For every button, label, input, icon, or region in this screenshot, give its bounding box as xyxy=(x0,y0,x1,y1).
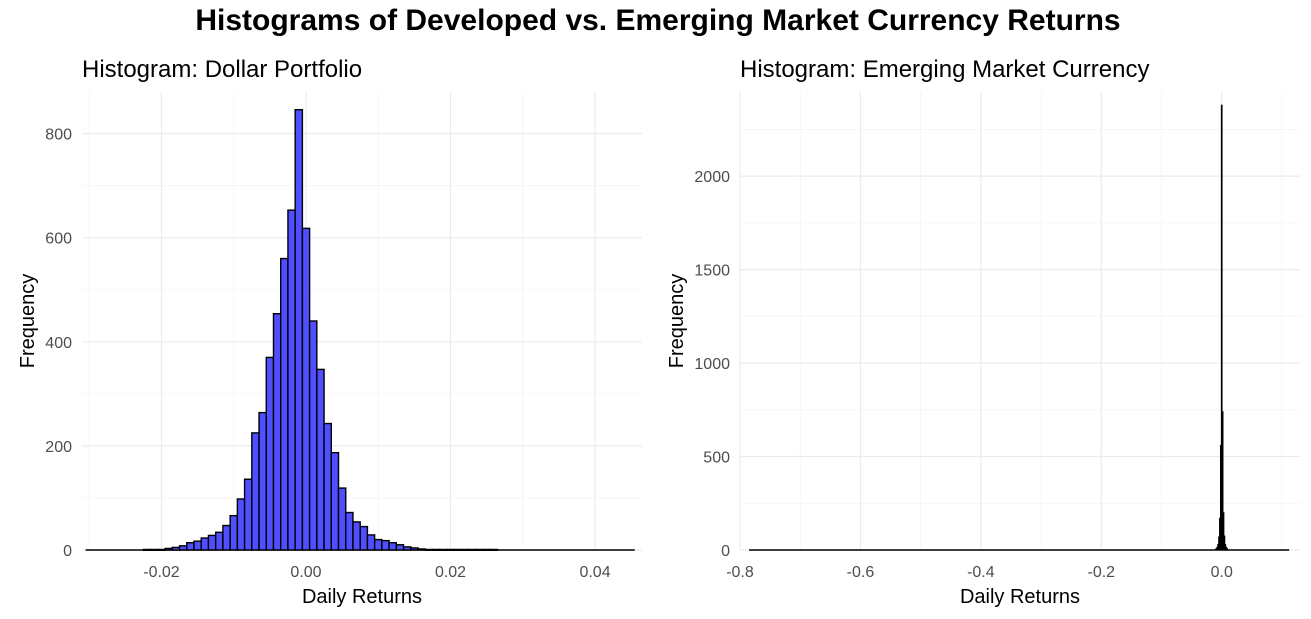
dollar-portfolio-histogram-bar xyxy=(482,548,491,551)
emerging-market-histogram-bar xyxy=(1221,411,1224,551)
dollar-portfolio-histogram-bar xyxy=(207,534,217,551)
dollar-portfolio-y-tick-label: 200 xyxy=(45,439,72,456)
emerging-market-y-tick-label: 0 xyxy=(721,543,730,560)
emerging-market-x-axis-title: Daily Returns xyxy=(960,586,1080,608)
dollar-portfolio-histogram-bar xyxy=(438,548,448,551)
dollar-portfolio-histogram-bar xyxy=(316,368,325,551)
dollar-portfolio-title: Histogram: Dollar Portfolio xyxy=(82,56,362,83)
emerging-market-histogram-bar xyxy=(1220,104,1223,551)
emerging-market-y-tick-label: 2000 xyxy=(694,169,730,186)
dollar-portfolio-grid xyxy=(82,92,642,551)
dollar-portfolio-y-tick-label: 800 xyxy=(45,127,72,144)
dollar-portfolio-x-tick-label: 0.00 xyxy=(290,564,321,581)
dollar-portfolio-histogram-bar xyxy=(395,544,405,551)
dollar-portfolio-histogram-bar xyxy=(489,548,499,551)
dollar-portfolio-histogram-bar xyxy=(272,313,282,551)
dollar-portfolio-histogram-bar xyxy=(142,548,152,551)
emerging-market-x-tick-label: -0.2 xyxy=(1088,564,1116,581)
dollar-portfolio-y-tick-label: 0 xyxy=(63,543,72,560)
emerging-market-x-tick-label: -0.4 xyxy=(967,564,995,581)
emerging-market-grid xyxy=(739,92,1300,551)
emerging-market-title: Histogram: Emerging Market Currency xyxy=(740,56,1149,83)
dollar-portfolio-y-tick-label: 400 xyxy=(45,335,72,352)
dollar-portfolio-histogram-bar xyxy=(251,432,260,551)
dollar-portfolio-histogram-bar xyxy=(381,539,390,551)
dollar-portfolio-histogram-bar xyxy=(193,540,202,551)
dollar-portfolio-histogram-bar xyxy=(424,548,434,551)
emerging-market-x-tick-label: 0.0 xyxy=(1211,564,1233,581)
dollar-portfolio-histogram-bar xyxy=(467,548,477,551)
dollar-portfolio-histogram-bar xyxy=(410,547,419,551)
emerging-market-bars xyxy=(749,104,1290,551)
emerging-market-y-axis-title: Frequency xyxy=(666,274,688,369)
dollar-portfolio-histogram-bar xyxy=(301,227,311,551)
dollar-portfolio-histogram-bar xyxy=(373,538,383,551)
dollar-portfolio-x-tick-label: 0.04 xyxy=(579,564,610,581)
dollar-portfolio-histogram-bar xyxy=(164,547,174,551)
dollar-portfolio-histogram-bar xyxy=(402,546,412,551)
emerging-market-ticks: -0.8 -0.6 -0.4 -0.2 0.0 0 500 1000 1500 2000 xyxy=(694,169,1233,581)
dollar-portfolio-histogram-bar xyxy=(214,531,224,551)
dollar-portfolio-histogram-bar xyxy=(388,542,398,551)
dollar-portfolio-histogram-bar xyxy=(229,514,239,551)
emerging-market-panel: Histogram: Emerging Market Currency -0.8… xyxy=(666,56,1300,608)
emerging-market-y-tick-label: 1000 xyxy=(694,356,730,373)
dollar-portfolio-histogram-bar xyxy=(157,548,166,551)
dollar-portfolio-x-tick-label: -0.02 xyxy=(143,564,180,581)
dollar-portfolio-histogram-bar xyxy=(243,478,253,551)
dollar-portfolio-histogram-bar xyxy=(258,411,267,551)
dollar-portfolio-histogram-bar xyxy=(294,108,304,551)
dollar-portfolio-histogram-bar xyxy=(287,209,296,551)
dollar-portfolio-histogram-bar xyxy=(308,320,318,551)
dollar-portfolio-histogram-bar xyxy=(337,487,347,551)
dollar-portfolio-histogram-bar xyxy=(446,548,455,551)
dollar-portfolio-x-axis-title: Daily Returns xyxy=(302,586,422,608)
dollar-portfolio-histogram-bar xyxy=(460,548,470,551)
emerging-market-x-tick-label: -0.8 xyxy=(726,564,754,581)
dollar-portfolio-histogram-bar xyxy=(186,542,195,551)
emerging-market-histogram-bar xyxy=(1223,535,1226,551)
dollar-portfolio-histogram-bar xyxy=(366,534,376,551)
dollar-portfolio-histogram-bar xyxy=(352,521,361,551)
dollar-portfolio-y-tick-label: 600 xyxy=(45,231,72,248)
dollar-portfolio-histogram-bar xyxy=(222,524,231,551)
dollar-portfolio-histogram-bar xyxy=(236,498,246,551)
dollar-portfolio-histogram-bar xyxy=(171,546,181,551)
dollar-portfolio-x-tick-label: 0.02 xyxy=(435,564,466,581)
dollar-portfolio-histogram-bar xyxy=(323,422,332,551)
emerging-market-x-tick-label: -0.6 xyxy=(847,564,875,581)
dollar-portfolio-histogram-bar xyxy=(417,548,426,551)
dollar-portfolio-histogram-bar xyxy=(359,525,369,551)
dollar-portfolio-bars xyxy=(85,108,635,551)
dollar-portfolio-histogram-bar xyxy=(265,356,275,551)
dollar-portfolio-panel: Histogram: Dollar Portfolio -0.02 0.00 0.0… xyxy=(17,56,642,608)
dollar-portfolio-histogram-bar xyxy=(345,511,354,551)
emerging-market-histogram-bar xyxy=(1222,512,1225,551)
dollar-portfolio-histogram-bar xyxy=(330,451,340,551)
emerging-market-histogram-bar xyxy=(1226,548,1228,551)
dollar-portfolio-histogram-bar xyxy=(280,257,289,551)
dollar-portfolio-ticks: -0.02 0.00 0.02 0.04 0 200 400 600 800 xyxy=(45,127,610,581)
dollar-portfolio-histogram-bar xyxy=(453,548,463,551)
dollar-portfolio-y-axis-title: Frequency xyxy=(17,274,39,369)
figure-title: Histograms of Developed vs. Emerging Mar… xyxy=(195,4,1120,37)
emerging-market-y-tick-label: 500 xyxy=(703,450,730,467)
dollar-portfolio-histogram-bar xyxy=(149,548,159,551)
dollar-portfolio-histogram-bar xyxy=(200,537,210,551)
dollar-portfolio-histogram-bar xyxy=(475,548,484,551)
dollar-portfolio-histogram-bar xyxy=(178,545,188,551)
emerging-market-y-tick-label: 1500 xyxy=(694,263,730,280)
dollar-portfolio-histogram-bar xyxy=(431,548,441,551)
